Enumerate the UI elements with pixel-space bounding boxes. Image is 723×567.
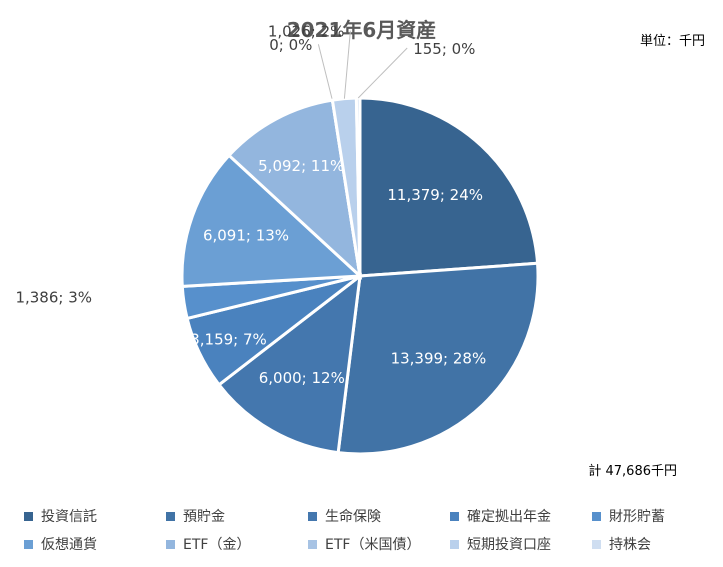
legend-item-5: 仮想通貨 <box>24 534 166 554</box>
pie-slice-2 <box>216 272 362 455</box>
unit-label: 単位：千円 <box>639 34 705 49</box>
legend-swatch-1 <box>166 511 175 521</box>
pie-slice-9 <box>354 96 362 277</box>
legend-swatch-3 <box>450 511 459 521</box>
pie-chart: 11,379; 24% 13,399; 28% 6,000; 12% 3,159; 7… <box>15 23 540 456</box>
legend-label-1: 預貯金 <box>183 509 225 525</box>
data-label-4: 1,386; 3% <box>15 289 92 307</box>
legend-swatch-2 <box>308 511 317 521</box>
legend-label-9: 持株会 <box>609 537 651 553</box>
legend-item-6: ETF（金） <box>166 534 308 554</box>
data-label-6: 5,092; 11% <box>258 157 344 175</box>
legend-item-7: ETF（米国債） <box>308 534 450 554</box>
legend-swatch-9 <box>592 539 601 549</box>
leader-line-9 <box>357 47 408 99</box>
legend-item-9: 持株会 <box>592 534 723 554</box>
leader-line-7 <box>317 44 333 101</box>
legend-item-1: 預貯金 <box>166 506 308 526</box>
legend-swatch-6 <box>166 539 175 549</box>
leader-line-8 <box>343 30 351 99</box>
total-label: 計 47,686千円 <box>588 464 677 479</box>
legend-item-0: 投資信託 <box>24 506 166 526</box>
legend-swatch-8 <box>450 539 459 549</box>
data-label-7: 0; 0% <box>269 36 312 54</box>
legend-item-4: 財形貯蓄 <box>592 506 723 526</box>
legend-item-2: 生命保険 <box>308 506 450 526</box>
legend-label-0: 投資信託 <box>41 509 97 525</box>
data-label-9: 155; 0% <box>413 40 475 58</box>
data-label-8: 1,026; 2% <box>268 23 345 41</box>
pie-slice-6 <box>226 98 363 281</box>
legend-swatch-5 <box>24 539 33 549</box>
legend-label-7: ETF（米国債） <box>325 537 421 553</box>
data-label-5: 6,091; 13% <box>203 226 289 244</box>
legend-label-3: 確定拠出年金 <box>467 509 551 525</box>
pie-slice-5 <box>180 153 364 288</box>
legend-swatch-4 <box>592 511 601 521</box>
legend-label-4: 財形貯蓄 <box>609 509 665 525</box>
data-label-1: 13,399; 28% <box>391 350 487 368</box>
pie-slice-1 <box>336 261 540 456</box>
legend-item-3: 確定拠出年金 <box>450 506 592 526</box>
data-label-2: 6,000; 12% <box>259 369 345 387</box>
legend-label-5: 仮想通貨 <box>41 537 97 553</box>
legend-item-8: 短期投資口座 <box>450 534 592 554</box>
pie-slice-0 <box>358 96 540 278</box>
legend: 投資信託 預貯金 生命保険 確定拠出年金 財形貯蓄仮想通貨 ETF（金） ETF（米国債） 短… <box>24 506 714 554</box>
legend-label-6: ETF（金） <box>183 537 251 553</box>
legend-swatch-0 <box>24 511 33 521</box>
legend-label-8: 短期投資口座 <box>467 537 551 553</box>
data-label-0: 11,379; 24% <box>387 186 483 204</box>
legend-label-2: 生命保険 <box>325 509 381 525</box>
chart-title: 2021年6月資産 <box>286 18 437 42</box>
legend-swatch-7 <box>308 539 317 549</box>
data-label-3: 3,159; 7% <box>190 330 267 348</box>
